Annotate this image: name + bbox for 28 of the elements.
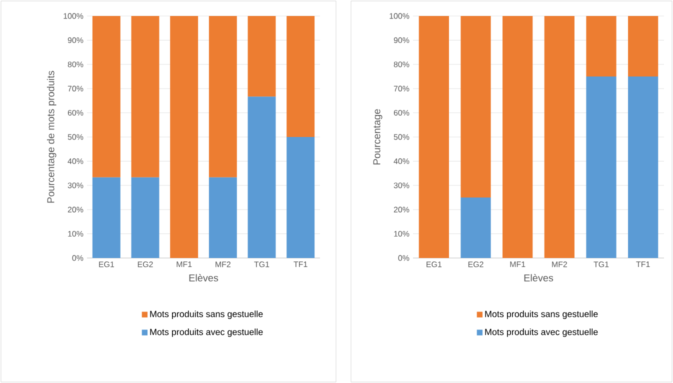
bar xyxy=(286,16,315,137)
bar xyxy=(286,137,315,258)
legend-label: Mots produits sans gestuelle xyxy=(150,310,263,319)
legend-label: Mots produits sans gestuelle xyxy=(485,310,598,319)
bar xyxy=(92,16,120,178)
bar xyxy=(92,177,120,258)
bar xyxy=(628,16,658,76)
bar xyxy=(248,16,276,97)
y-axis-title: Pourcentage de mots produits xyxy=(46,70,56,203)
legend-label: Mots produits avec gestuelle xyxy=(150,328,263,337)
bar xyxy=(418,16,449,258)
bar xyxy=(586,16,616,76)
x-axis-title: Elèves xyxy=(189,274,218,282)
bar xyxy=(502,16,533,258)
y-axis-title: Pourcentage xyxy=(373,109,382,164)
legend-label: Mots produits avec gestuelle xyxy=(485,328,598,337)
bar xyxy=(460,16,491,198)
x-axis-title: Elèves xyxy=(524,274,554,282)
bar xyxy=(208,177,237,258)
bar xyxy=(544,16,574,258)
bar xyxy=(460,198,491,258)
bar xyxy=(131,177,160,258)
bar xyxy=(248,96,276,258)
bar xyxy=(170,16,198,258)
bar xyxy=(628,76,658,258)
bar xyxy=(208,16,237,178)
bar xyxy=(586,76,616,258)
bar xyxy=(131,16,160,178)
